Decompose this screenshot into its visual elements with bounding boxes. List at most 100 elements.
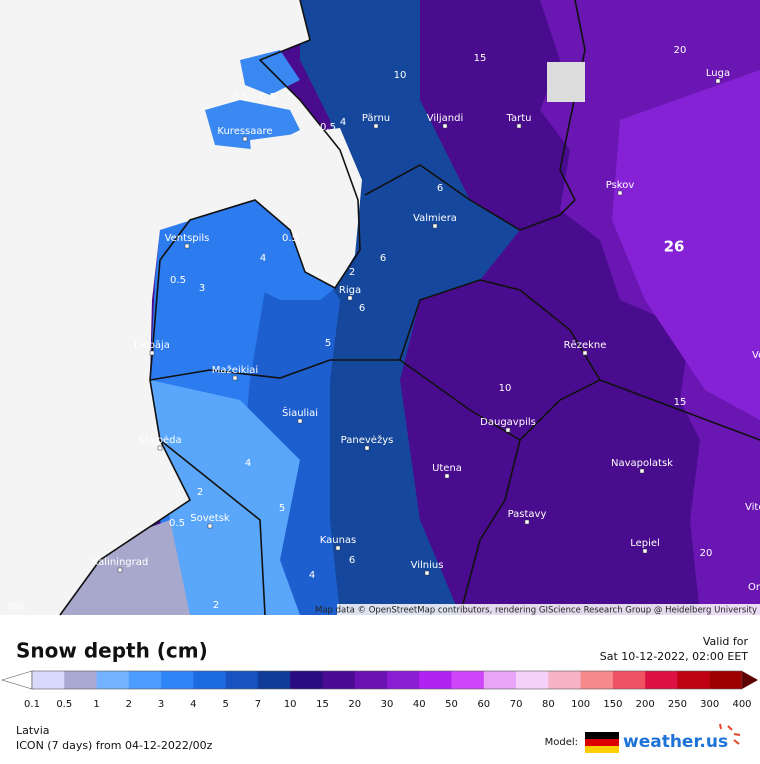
city-label: Pastavy	[508, 509, 547, 520]
legend-tick-label: 400	[732, 699, 751, 710]
legend-swatch	[387, 671, 420, 689]
legend-swatch	[419, 671, 452, 689]
city-label: Lepiel	[630, 538, 660, 549]
border	[159, 439, 266, 616]
legend-tick-label: 15	[316, 699, 329, 710]
coast	[59, 0, 361, 616]
legend-tick-label: 60	[477, 699, 490, 710]
contour-layer: 0.5 0.50.541015200.526430.56510152450.564…	[169, 45, 712, 611]
city-label: Panevėžys	[341, 434, 394, 446]
contour-label: 5	[325, 338, 331, 349]
legend-tick-label: 40	[413, 699, 426, 710]
city-marker	[444, 473, 450, 479]
legend-tick-label: 0.5	[56, 699, 72, 710]
legend-swatch	[32, 671, 65, 689]
city-label: Pskov	[606, 180, 635, 191]
city-marker	[364, 445, 370, 451]
legend-tick-label: 3	[158, 699, 164, 710]
legend-tick-label: 200	[636, 699, 655, 710]
city-label: Liepāja	[134, 340, 170, 351]
contour-label: 4	[245, 458, 251, 469]
contour-label: 2	[197, 487, 203, 498]
peak-value: 26	[664, 238, 685, 256]
contour-label: 2	[349, 267, 355, 278]
legend-tick-label: 70	[510, 699, 523, 710]
title: Snow depth (cm)	[16, 639, 208, 663]
city-marker	[516, 123, 522, 129]
contour-label: 4	[260, 253, 266, 264]
contour-label: 20	[700, 548, 713, 559]
border	[559, 0, 586, 201]
legend-tick-label: 10	[284, 699, 297, 710]
contour-label: 15	[474, 53, 487, 64]
city-marker	[582, 350, 588, 356]
city-marker	[639, 468, 645, 474]
legend-swatch	[709, 671, 743, 689]
city-label: Kuressaare	[217, 126, 272, 137]
sun-ray	[719, 723, 722, 730]
legend-swatch	[451, 671, 485, 689]
contour-label: 4	[309, 570, 315, 581]
city-marker	[715, 78, 721, 84]
city-marker	[424, 570, 430, 576]
legend-swatch	[645, 671, 678, 689]
legend-swatch	[322, 671, 356, 689]
model-label: Model:	[545, 737, 578, 748]
contour-label: 0.5	[169, 518, 185, 529]
city-marker	[117, 567, 123, 573]
city-label: Daugavpils	[480, 417, 536, 428]
city-marker	[207, 523, 213, 529]
legend-swatch	[64, 671, 97, 689]
legend-tick-label: 1	[93, 699, 99, 710]
contour-label: 0.5	[170, 275, 186, 286]
legend-swatch	[677, 671, 711, 689]
legend-tick-label: 20	[348, 699, 361, 710]
legend-swatch	[161, 671, 194, 689]
city-marker	[242, 136, 248, 142]
flag-stripe	[585, 739, 619, 746]
attribution-bg	[337, 604, 760, 615]
legend-swatch	[290, 671, 323, 689]
border	[364, 164, 576, 231]
border	[399, 359, 760, 442]
city-label: Navapolatsk	[611, 458, 673, 469]
legend-tick-label: 2	[126, 699, 132, 710]
legend-swatch	[516, 671, 549, 689]
contour-label: 2	[213, 600, 219, 611]
lake	[547, 62, 585, 102]
legend-swatch	[257, 671, 291, 689]
city-label: Viljandi	[427, 113, 464, 124]
legend-tick-label: 50	[445, 699, 458, 710]
city-marker	[347, 295, 353, 301]
city-label: Luga	[706, 68, 730, 79]
city-marker	[157, 445, 163, 451]
city-label: Tartu	[506, 113, 532, 124]
legend-tick-label: 30	[381, 699, 394, 710]
city-marker	[335, 545, 341, 551]
contour-label: 15	[674, 397, 687, 408]
city-label: Sovetsk	[190, 513, 230, 524]
legend-tick-label: 150	[603, 699, 622, 710]
legend-tick-label: 100	[571, 699, 590, 710]
contour-label: 6	[380, 253, 386, 264]
contour-label: 5	[279, 503, 285, 514]
city-marker	[297, 418, 303, 424]
contour-label: 0.5	[282, 233, 298, 244]
city-marker	[617, 190, 623, 196]
city-marker	[442, 123, 448, 129]
legend-over	[742, 671, 758, 689]
legend-swatch	[548, 671, 581, 689]
city-label: Šiauliai	[282, 406, 318, 419]
region-dark-blue	[300, 0, 520, 615]
sun-ray	[733, 739, 740, 745]
city-label: ńsk	[8, 600, 26, 612]
sun-ray	[727, 725, 733, 731]
flag-stripe	[585, 746, 619, 753]
legend-tick-label: 0.1	[24, 699, 40, 710]
legend-swatch	[193, 671, 226, 689]
city-marker	[232, 375, 238, 381]
city-marker	[505, 427, 511, 433]
model-run: ICON (7 days) from 04-12-2022/00z	[16, 739, 213, 752]
legend-swatch	[580, 671, 614, 689]
